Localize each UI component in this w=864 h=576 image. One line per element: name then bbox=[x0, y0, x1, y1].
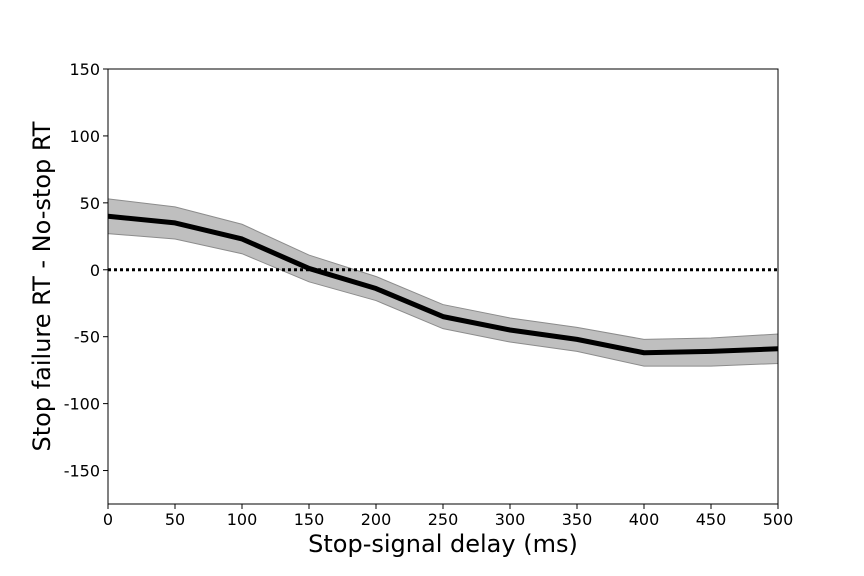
y-tick-label: -50 bbox=[74, 328, 100, 347]
x-axis-label: Stop-signal delay (ms) bbox=[308, 530, 578, 558]
y-tick-label: 50 bbox=[80, 194, 100, 213]
y-tick-label: 100 bbox=[69, 127, 100, 146]
x-tick-label: 50 bbox=[165, 510, 185, 529]
y-tick-label: 150 bbox=[69, 60, 100, 79]
x-axis-ticks: 0 50 100 150 200 250 300 350 400 450 500 bbox=[103, 504, 793, 529]
series-line-layer bbox=[107, 213, 779, 356]
series-line bbox=[107, 213, 779, 356]
x-tick-label: 500 bbox=[763, 510, 794, 529]
y-tick-label: -100 bbox=[64, 395, 100, 414]
x-tick-label: 150 bbox=[294, 510, 325, 529]
y-tick-label: -150 bbox=[64, 462, 100, 481]
x-tick-label: 400 bbox=[629, 510, 660, 529]
x-tick-label: 300 bbox=[495, 510, 526, 529]
x-tick-label: 250 bbox=[428, 510, 459, 529]
confidence-band-layer bbox=[107, 198, 779, 367]
y-axis-label: Stop failure RT - No-stop RT bbox=[28, 121, 56, 451]
confidence-band bbox=[107, 198, 779, 367]
y-axis-ticks: 150 100 50 0 -50 -100 -150 bbox=[64, 60, 108, 481]
x-tick-label: 200 bbox=[361, 510, 392, 529]
x-tick-label: 350 bbox=[562, 510, 593, 529]
x-tick-label: 450 bbox=[696, 510, 727, 529]
x-tick-label: 100 bbox=[227, 510, 258, 529]
plot-frame bbox=[107, 68, 779, 505]
y-tick-label: 0 bbox=[90, 261, 100, 280]
x-tick-label: 0 bbox=[103, 510, 113, 529]
